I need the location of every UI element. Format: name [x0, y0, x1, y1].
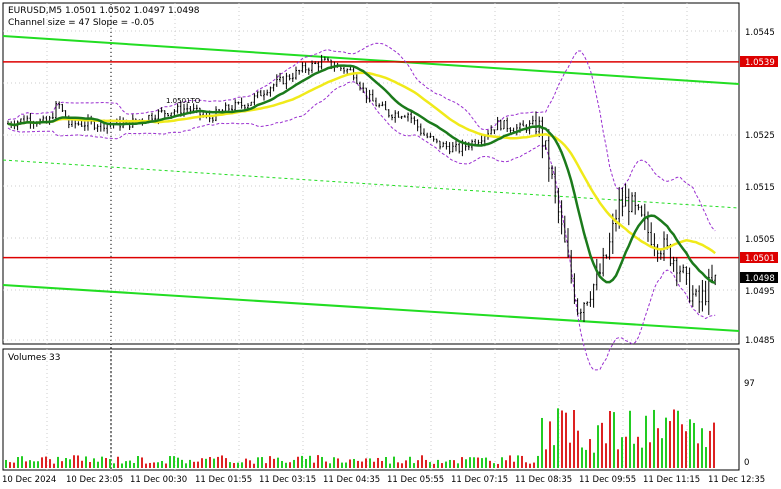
- channel-lower-line: [2, 284, 740, 332]
- channel-mid-line: [2, 159, 740, 209]
- price-axis: 1.0545 1.0525 1.0515 1.0505 1.0495 1.048…: [745, 28, 775, 346]
- time-tick: 11 Dec 03:15: [259, 475, 316, 485]
- lower-level-tag-bg: [740, 252, 778, 263]
- time-tick: 10 Dec 2024: [2, 475, 56, 485]
- upper-level-tag-bg: [740, 56, 778, 67]
- volume-axis-max: 97: [744, 379, 755, 389]
- time-tick: 11 Dec 08:35: [515, 475, 572, 485]
- time-axis: 10 Dec 2024 10 Dec 23:05 11 Dec 00:30 11…: [2, 475, 765, 485]
- main-pane-frame: [2, 2, 740, 345]
- symbol-header: EURUSD,M5 1.0501 1.0502 1.0497 1.0498: [8, 6, 200, 16]
- price-tick: 1.0495: [745, 287, 775, 297]
- channel-upper-line: [2, 35, 740, 85]
- current-price-tag: 1.0498: [740, 272, 778, 284]
- time-tick: 11 Dec 05:55: [387, 475, 444, 485]
- time-tick: 10 Dec 23:05: [66, 475, 123, 485]
- current-price-tag-text: 1.0498: [745, 274, 775, 284]
- moving-average-fast: [7, 64, 716, 285]
- time-tick: 11 Dec 07:15: [451, 475, 508, 485]
- price-tick: 1.0485: [745, 336, 775, 346]
- price-tick: 1.0515: [745, 183, 775, 193]
- lower-level-tag-text: 1.0501: [745, 254, 775, 264]
- time-tick: 11 Dec 12:35: [708, 475, 765, 485]
- time-tick: 11 Dec 09:55: [579, 475, 636, 485]
- envelope-lower: [7, 81, 716, 371]
- price-tick: 1.0545: [745, 28, 775, 38]
- upper-level-tag-text: 1.0539: [745, 58, 775, 68]
- price-annotation: 1.0501TO: [166, 97, 201, 105]
- lower-level-tag: 1.0501: [740, 252, 778, 264]
- time-tick: 11 Dec 11:15: [643, 475, 700, 485]
- time-tick: 11 Dec 00:30: [130, 475, 187, 485]
- time-tick: 11 Dec 01:55: [195, 475, 252, 485]
- upper-level-tag: 1.0539: [740, 56, 778, 68]
- time-tick: 11 Dec 04:35: [323, 475, 380, 485]
- indicator-header: Channel size = 47 Slope = -0.05: [8, 18, 154, 28]
- current-price-tag-bg: [740, 272, 778, 283]
- price-tick: 1.0505: [745, 235, 775, 245]
- volume-pane-label: Volumes 33: [8, 353, 60, 363]
- volume-axis-min: 0: [744, 458, 749, 468]
- volume-pane-frame: [2, 348, 740, 471]
- price-tick: 1.0525: [745, 131, 775, 141]
- moving-average-slow: [7, 71, 716, 255]
